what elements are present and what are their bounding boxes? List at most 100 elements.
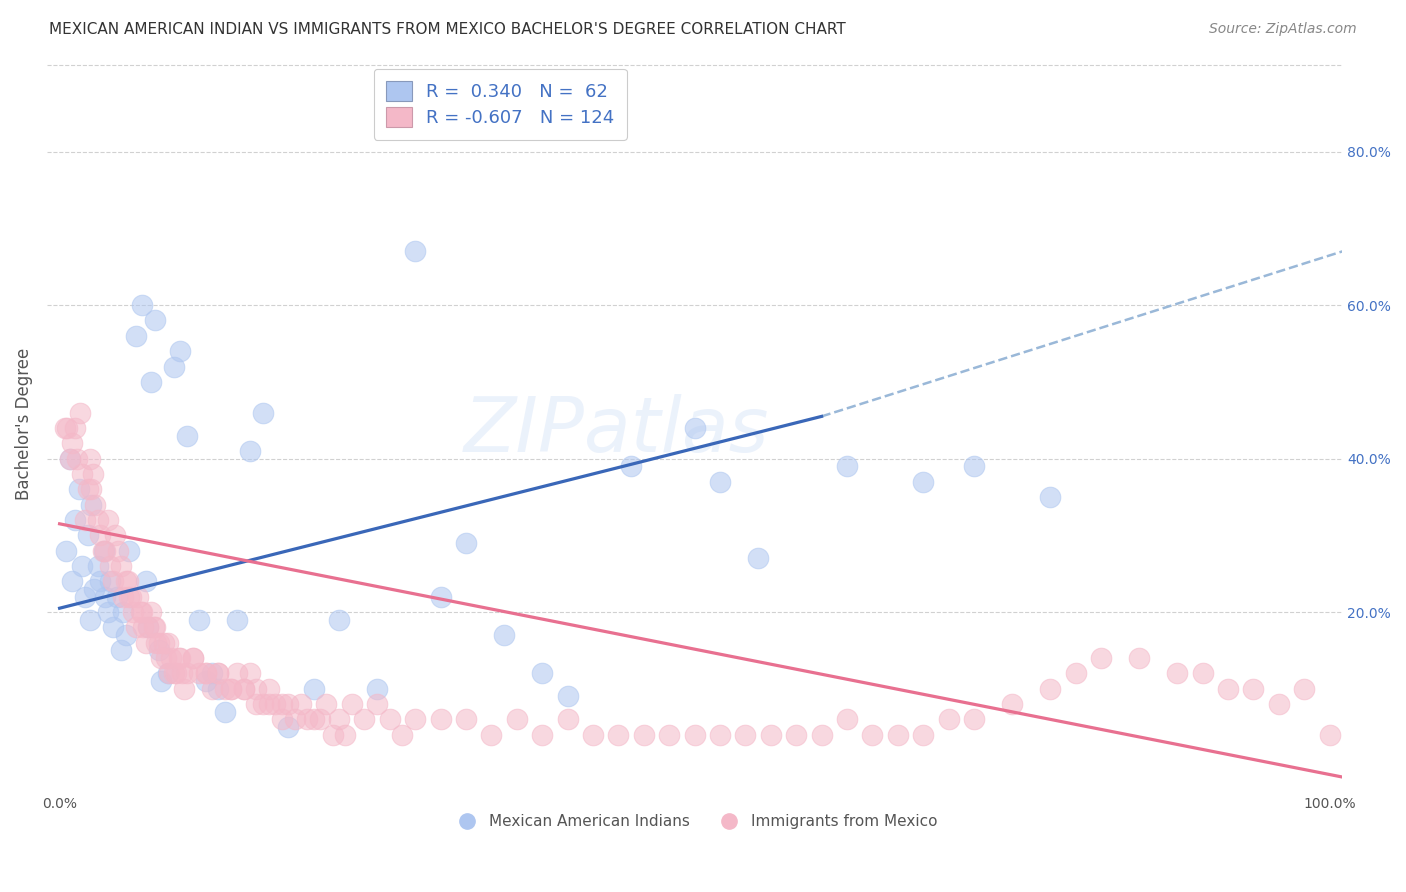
- Point: [1039, 681, 1062, 696]
- Point: [125, 620, 148, 634]
- Point: [454, 536, 477, 550]
- Point: [118, 590, 141, 604]
- Point: [366, 681, 388, 696]
- Point: [101, 574, 124, 589]
- Point: [226, 613, 249, 627]
- Point: [194, 674, 217, 689]
- Point: [207, 681, 229, 696]
- Point: [283, 713, 305, 727]
- Point: [1268, 697, 1291, 711]
- Point: [912, 475, 935, 489]
- Text: ZIPatlas: ZIPatlas: [464, 394, 769, 468]
- Point: [125, 328, 148, 343]
- Point: [188, 666, 211, 681]
- Point: [83, 582, 105, 596]
- Point: [53, 421, 76, 435]
- Point: [169, 651, 191, 665]
- Point: [1064, 666, 1087, 681]
- Point: [72, 467, 94, 481]
- Point: [912, 728, 935, 742]
- Point: [56, 421, 79, 435]
- Point: [1039, 490, 1062, 504]
- Point: [150, 674, 173, 689]
- Point: [86, 559, 108, 574]
- Point: [747, 551, 769, 566]
- Point: [734, 728, 756, 742]
- Point: [157, 666, 180, 681]
- Point: [658, 728, 681, 742]
- Point: [309, 713, 332, 727]
- Point: [55, 543, 77, 558]
- Point: [97, 605, 120, 619]
- Point: [207, 666, 229, 681]
- Point: [148, 636, 170, 650]
- Point: [860, 728, 883, 742]
- Point: [67, 483, 90, 497]
- Point: [257, 681, 280, 696]
- Point: [131, 605, 153, 619]
- Point: [112, 605, 135, 619]
- Point: [1319, 728, 1341, 742]
- Point: [135, 574, 157, 589]
- Point: [110, 643, 132, 657]
- Point: [1294, 681, 1316, 696]
- Point: [122, 605, 145, 619]
- Point: [887, 728, 910, 742]
- Point: [245, 697, 267, 711]
- Point: [709, 728, 731, 742]
- Point: [188, 613, 211, 627]
- Point: [63, 513, 86, 527]
- Point: [232, 681, 254, 696]
- Point: [214, 681, 236, 696]
- Point: [94, 543, 117, 558]
- Point: [239, 444, 262, 458]
- Point: [176, 428, 198, 442]
- Point: [152, 636, 174, 650]
- Point: [112, 590, 135, 604]
- Point: [156, 636, 179, 650]
- Point: [79, 451, 101, 466]
- Point: [245, 681, 267, 696]
- Point: [366, 697, 388, 711]
- Point: [163, 359, 186, 374]
- Point: [207, 666, 229, 681]
- Point: [169, 344, 191, 359]
- Point: [73, 513, 96, 527]
- Point: [226, 666, 249, 681]
- Point: [118, 543, 141, 558]
- Point: [429, 713, 451, 727]
- Point: [290, 697, 312, 711]
- Point: [1166, 666, 1188, 681]
- Point: [97, 513, 120, 527]
- Point: [93, 543, 115, 558]
- Point: [135, 636, 157, 650]
- Point: [1128, 651, 1150, 665]
- Point: [494, 628, 516, 642]
- Point: [105, 590, 128, 604]
- Point: [232, 681, 254, 696]
- Point: [63, 421, 86, 435]
- Point: [114, 628, 136, 642]
- Point: [167, 651, 190, 665]
- Point: [145, 636, 167, 650]
- Point: [277, 697, 299, 711]
- Point: [120, 590, 142, 604]
- Point: [138, 620, 160, 634]
- Point: [557, 690, 579, 704]
- Point: [59, 451, 82, 466]
- Point: [1241, 681, 1264, 696]
- Point: [72, 559, 94, 574]
- Point: [107, 543, 129, 558]
- Point: [506, 713, 529, 727]
- Point: [785, 728, 807, 742]
- Point: [429, 590, 451, 604]
- Point: [378, 713, 401, 727]
- Point: [404, 244, 426, 259]
- Point: [607, 728, 630, 742]
- Point: [100, 574, 122, 589]
- Point: [633, 728, 655, 742]
- Text: MEXICAN AMERICAN INDIAN VS IMMIGRANTS FROM MEXICO BACHELOR'S DEGREE CORRELATION : MEXICAN AMERICAN INDIAN VS IMMIGRANTS FR…: [49, 22, 846, 37]
- Point: [835, 459, 858, 474]
- Point: [270, 713, 292, 727]
- Point: [277, 720, 299, 734]
